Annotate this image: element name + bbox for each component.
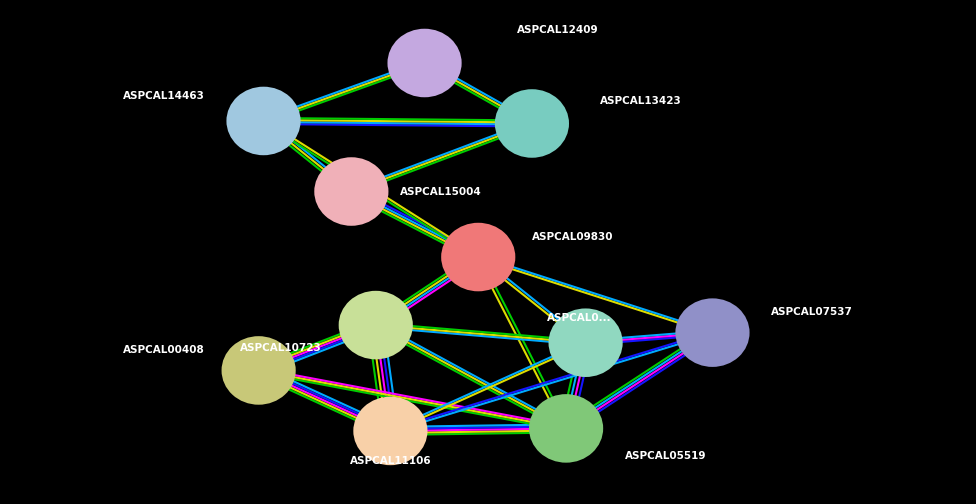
Text: ASPCAL05519: ASPCAL05519 bbox=[625, 451, 707, 461]
Ellipse shape bbox=[549, 308, 623, 377]
Text: ASPCAL00408: ASPCAL00408 bbox=[123, 345, 205, 355]
Ellipse shape bbox=[529, 394, 603, 463]
Ellipse shape bbox=[353, 397, 427, 465]
Ellipse shape bbox=[226, 87, 301, 155]
Text: ASPCAL12409: ASPCAL12409 bbox=[517, 25, 599, 35]
Ellipse shape bbox=[339, 291, 413, 359]
Text: ASPCAL15004: ASPCAL15004 bbox=[400, 186, 482, 197]
Text: ASPCAL13423: ASPCAL13423 bbox=[600, 96, 682, 106]
Text: ASPCAL07537: ASPCAL07537 bbox=[771, 307, 853, 318]
Ellipse shape bbox=[675, 298, 750, 367]
Text: ASPCAL11106: ASPCAL11106 bbox=[349, 456, 431, 466]
Text: ASPCAL09830: ASPCAL09830 bbox=[532, 232, 614, 242]
Text: ASPCAL0...: ASPCAL0... bbox=[547, 312, 611, 323]
Ellipse shape bbox=[495, 89, 569, 158]
Text: ASPCAL14463: ASPCAL14463 bbox=[123, 91, 205, 101]
Ellipse shape bbox=[222, 336, 296, 405]
Ellipse shape bbox=[387, 29, 462, 97]
Ellipse shape bbox=[314, 157, 388, 226]
Text: ASPCAL10723: ASPCAL10723 bbox=[240, 343, 322, 353]
Ellipse shape bbox=[441, 223, 515, 291]
